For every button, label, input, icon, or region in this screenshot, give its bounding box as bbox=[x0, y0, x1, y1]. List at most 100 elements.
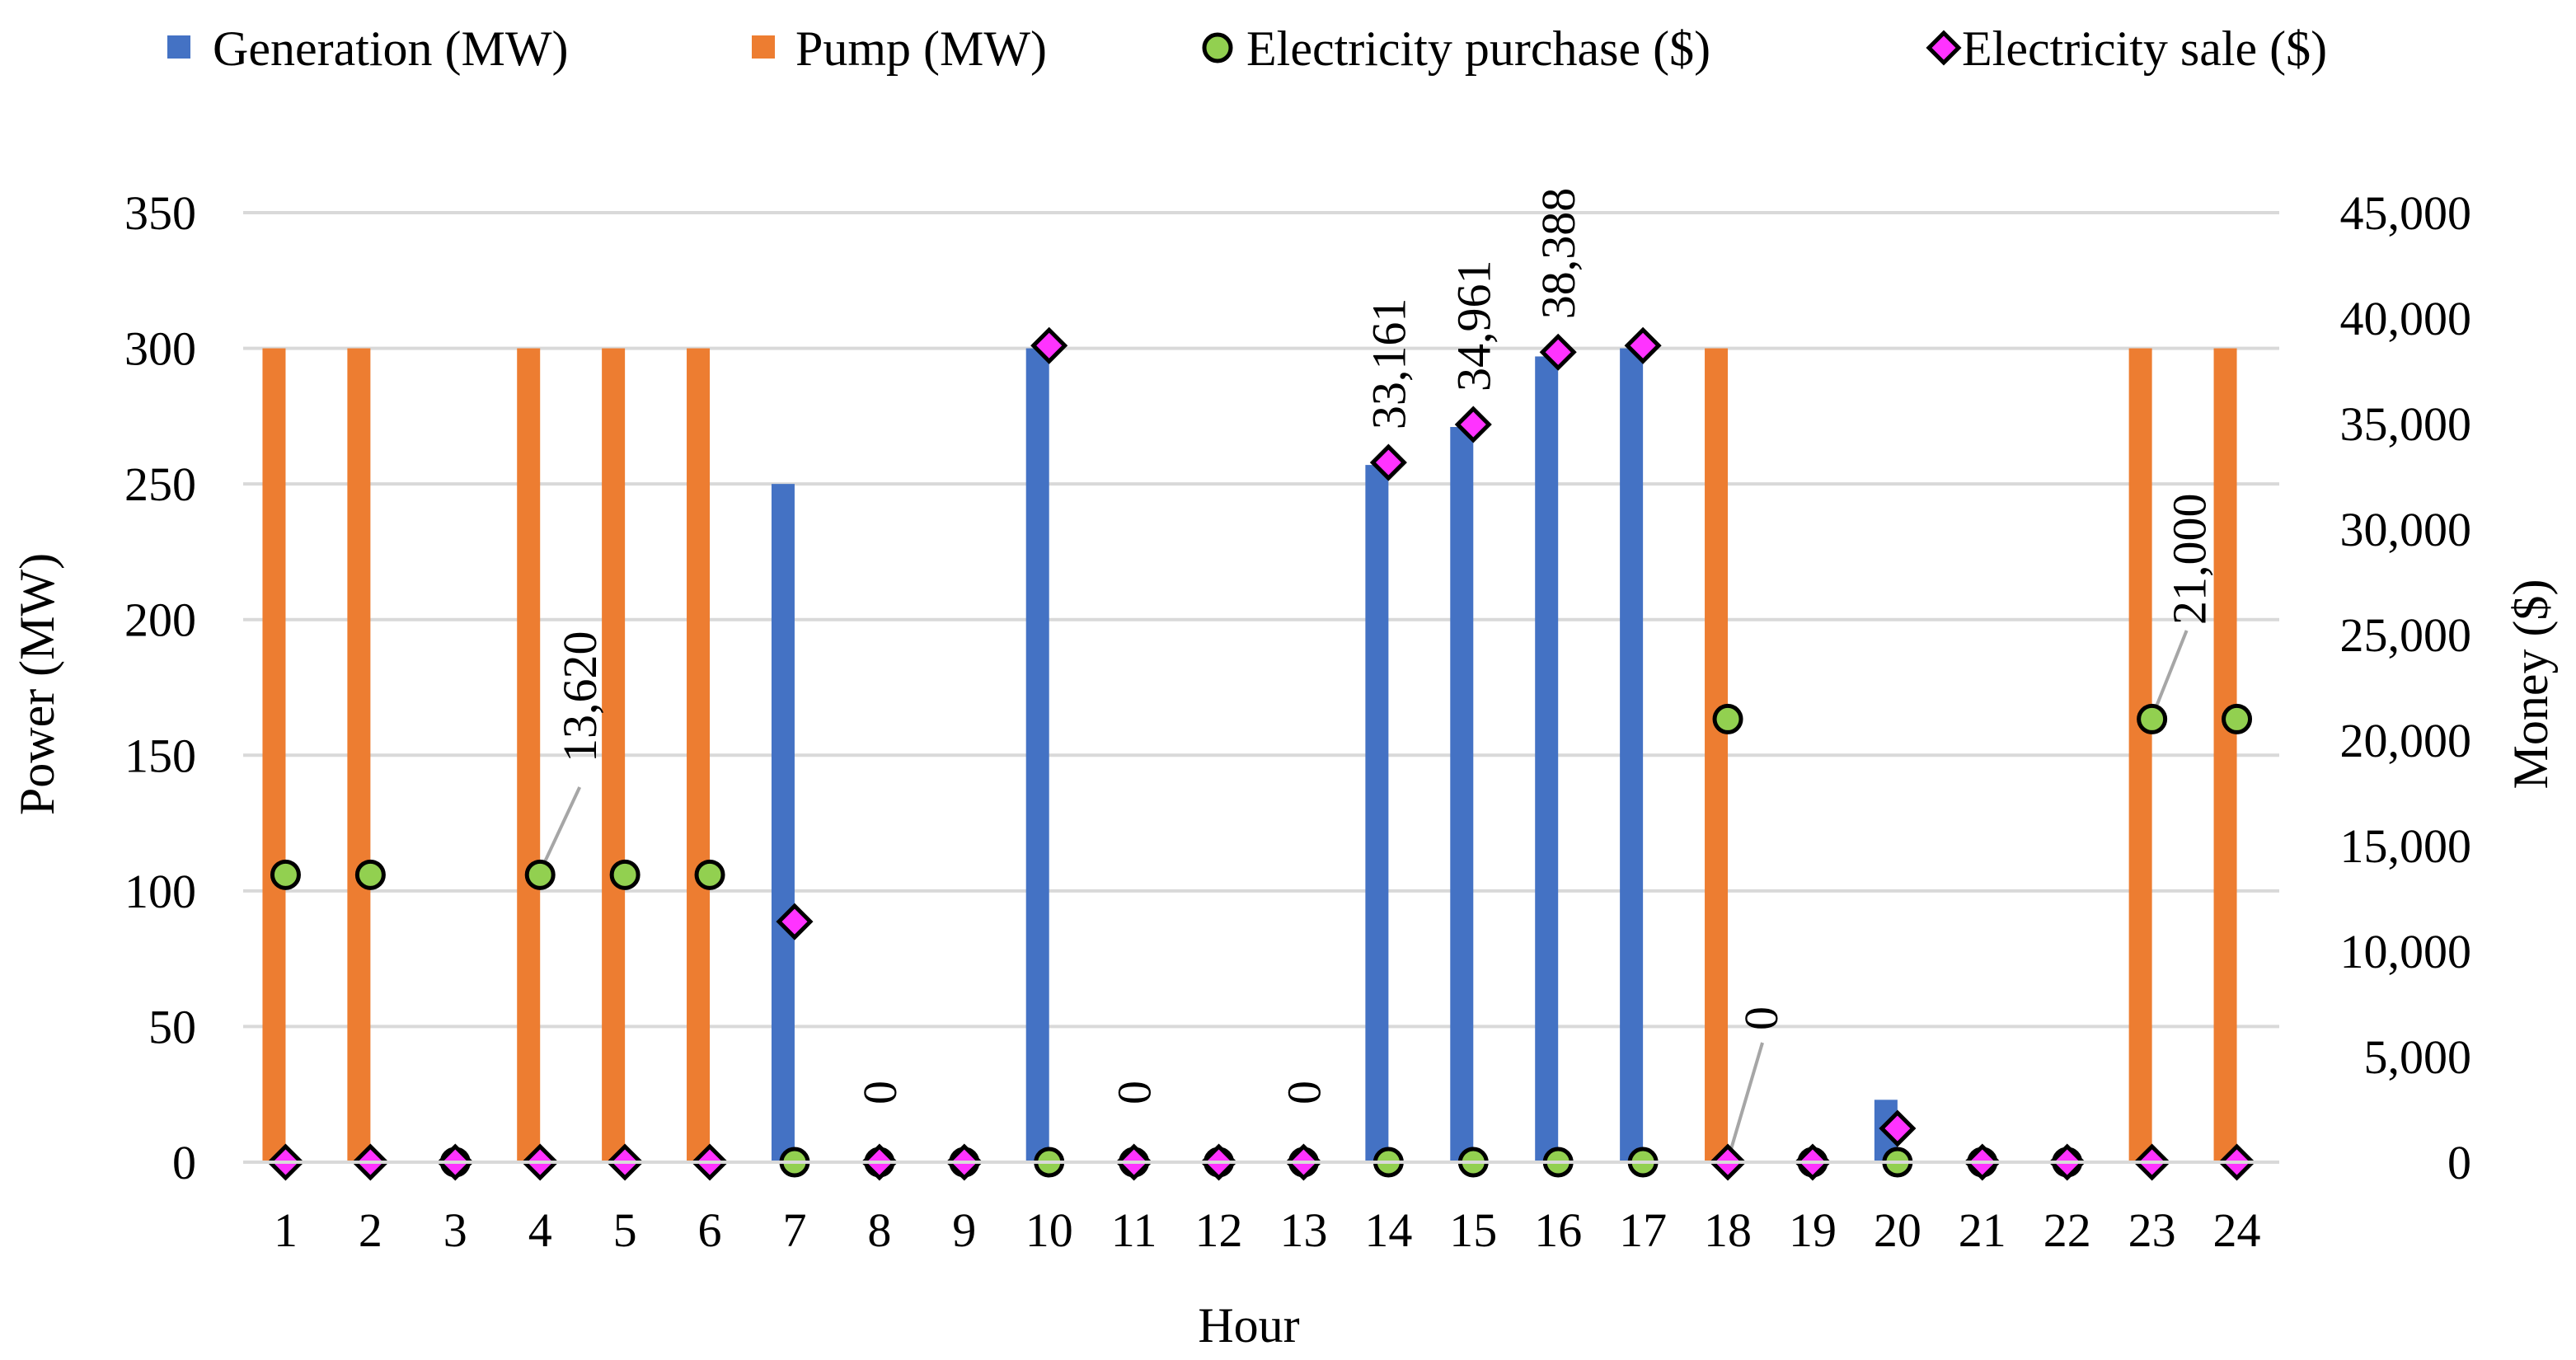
x-tick-label: 8 bbox=[867, 1203, 891, 1257]
gridlines bbox=[243, 211, 2279, 1029]
data-label: 0 bbox=[1108, 1081, 1161, 1104]
data-label: 33,161 bbox=[1362, 298, 1415, 430]
right-tick-label: 5,000 bbox=[2364, 1030, 2472, 1084]
purchase-marker bbox=[694, 859, 725, 890]
right-tick-label: 35,000 bbox=[2340, 397, 2472, 451]
legend-item-purchase: Electricity purchase ($) bbox=[1202, 21, 1710, 76]
pump-bar bbox=[347, 348, 371, 1163]
legend-label: Pump (MW) bbox=[795, 21, 1047, 76]
data-label: 13,620 bbox=[553, 631, 607, 763]
generation-bar bbox=[1025, 348, 1049, 1163]
axes: 05010015020025030035005,00010,00015,0002… bbox=[124, 186, 2471, 1257]
right-tick-label: 20,000 bbox=[2340, 714, 2472, 767]
x-tick-label: 10 bbox=[1025, 1203, 1073, 1257]
generation-bar bbox=[771, 484, 795, 1162]
generation-bar bbox=[1365, 465, 1389, 1162]
legend-label: Generation (MW) bbox=[213, 21, 568, 76]
x-tick-label: 21 bbox=[1959, 1203, 2006, 1257]
x-tick-label: 6 bbox=[698, 1203, 722, 1257]
x-tick-label: 15 bbox=[1449, 1203, 1497, 1257]
purchase-marker bbox=[524, 859, 556, 890]
x-tick-label: 14 bbox=[1364, 1203, 1412, 1257]
purchase-marker bbox=[609, 859, 640, 890]
x-axis-title: Hour bbox=[1198, 1298, 1299, 1353]
sale-marker bbox=[776, 903, 814, 940]
pump-bar bbox=[2213, 348, 2237, 1163]
x-tick-label: 16 bbox=[1534, 1203, 1582, 1257]
left-axis-title: Power (MW) bbox=[10, 553, 64, 815]
sale-marker bbox=[1624, 326, 1662, 364]
legend-item-pump: Pump (MW) bbox=[752, 21, 1047, 76]
right-tick-label: 45,000 bbox=[2340, 186, 2472, 240]
purchase-marker bbox=[270, 859, 301, 890]
legend: Generation (MW) Pump (MW) Electricity purc… bbox=[167, 21, 2327, 76]
data-labels: 13,620 0 0 0 33,161 34,961 38,388 0 21,000 bbox=[553, 188, 2216, 1104]
data-label: 38,388 bbox=[1532, 188, 1585, 320]
left-tick-label: 200 bbox=[124, 593, 196, 647]
x-tick-label: 18 bbox=[1704, 1203, 1752, 1257]
x-tick-label: 19 bbox=[1789, 1203, 1837, 1257]
left-tick-label: 50 bbox=[148, 1000, 196, 1053]
right-axis-title: Money ($) bbox=[2503, 579, 2558, 790]
data-label: 21,000 bbox=[2163, 494, 2217, 626]
pump-bar bbox=[517, 348, 541, 1163]
purchase-marker bbox=[1712, 703, 1743, 734]
left-tick-label: 250 bbox=[124, 457, 196, 511]
x-tick-label: 23 bbox=[2128, 1203, 2176, 1257]
callout-line bbox=[2153, 630, 2189, 710]
x-tick-label: 22 bbox=[2043, 1203, 2091, 1257]
x-tick-label: 4 bbox=[528, 1203, 552, 1257]
data-label: 0 bbox=[1734, 1006, 1788, 1030]
left-tick-label: 0 bbox=[172, 1136, 196, 1189]
bars bbox=[262, 348, 2237, 1163]
pump-bar bbox=[2128, 348, 2152, 1163]
callout-lines bbox=[542, 630, 2189, 1150]
data-label: 0 bbox=[853, 1081, 907, 1104]
x-tick-label: 20 bbox=[1874, 1203, 1921, 1257]
callout-line bbox=[542, 786, 582, 866]
right-tick-label: 25,000 bbox=[2340, 608, 2472, 662]
x-tick-label: 17 bbox=[1619, 1203, 1667, 1257]
x-tick-label: 3 bbox=[443, 1203, 467, 1257]
left-tick-label: 150 bbox=[124, 729, 196, 782]
data-label: 0 bbox=[1277, 1081, 1330, 1104]
left-tick-label: 300 bbox=[124, 322, 196, 376]
pump-bar bbox=[687, 348, 711, 1163]
x-tick-label: 1 bbox=[274, 1203, 298, 1257]
pump-bar bbox=[1705, 348, 1729, 1163]
right-tick-label: 0 bbox=[2447, 1136, 2471, 1189]
pump-bar bbox=[262, 348, 286, 1163]
right-tick-label: 15,000 bbox=[2340, 819, 2472, 873]
sale-marker bbox=[1030, 326, 1068, 364]
legend-item-generation: Generation (MW) bbox=[167, 21, 568, 76]
left-tick-label: 350 bbox=[124, 186, 196, 240]
legend-swatch bbox=[752, 35, 775, 59]
legend-swatch bbox=[1926, 30, 1962, 66]
sale-marker bbox=[1879, 1109, 1917, 1147]
generation-bar bbox=[1535, 356, 1559, 1163]
legend-label: Electricity sale ($) bbox=[1962, 21, 2327, 76]
x-tick-label: 9 bbox=[952, 1203, 976, 1257]
legend-item-sale: Electricity sale ($) bbox=[1926, 21, 2327, 76]
pump-bar bbox=[602, 348, 626, 1163]
x-tick-label: 24 bbox=[2213, 1203, 2261, 1257]
x-tick-label: 12 bbox=[1195, 1203, 1243, 1257]
sale-marker bbox=[1454, 406, 1492, 443]
x-tick-label: 7 bbox=[782, 1203, 806, 1257]
left-tick-label: 100 bbox=[124, 865, 196, 918]
purchase-marker bbox=[2222, 703, 2253, 734]
purchase-marker bbox=[2137, 703, 2168, 734]
legend-swatch bbox=[1202, 32, 1233, 63]
x-tick-label: 13 bbox=[1279, 1203, 1327, 1257]
legend-label: Electricity purchase ($) bbox=[1246, 21, 1710, 76]
right-tick-label: 40,000 bbox=[2340, 292, 2472, 345]
legend-swatch bbox=[167, 35, 190, 59]
purchase-marker bbox=[354, 859, 386, 890]
callout-line bbox=[1729, 1042, 1764, 1150]
generation-bar bbox=[1450, 427, 1474, 1162]
sale-marker bbox=[1369, 443, 1407, 481]
x-tick-label: 2 bbox=[359, 1203, 382, 1257]
x-tick-label: 11 bbox=[1111, 1203, 1157, 1257]
right-tick-label: 30,000 bbox=[2340, 503, 2472, 556]
